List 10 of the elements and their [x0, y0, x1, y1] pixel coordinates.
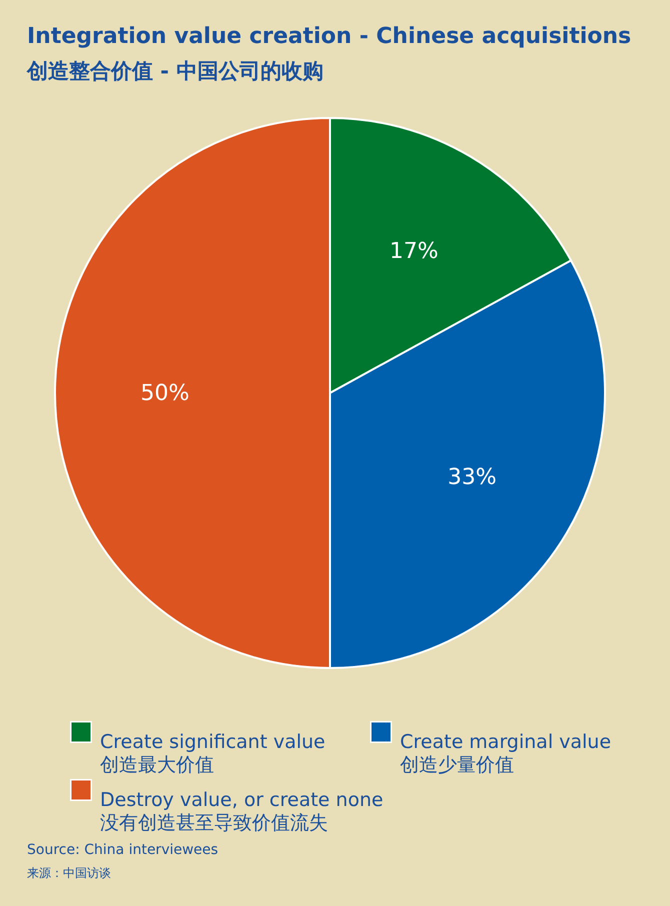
source-note: Source: China interviewees [27, 842, 218, 858]
legend-label: Create significant value 创造最大价值 [100, 731, 326, 776]
chart-title: Integration value creation - Chinese acquisitions [27, 24, 632, 49]
source-note: 来源：中国访谈 [27, 866, 111, 880]
data-label: 50% [140, 381, 190, 406]
legend-label: Destroy value, or create none 没有创造甚至导致价值流失 [100, 789, 384, 834]
legend-label: Create marginal value 创造少量价值 [400, 731, 612, 776]
data-label: 17% [390, 238, 438, 264]
chart-subtitle: 创造整合价值 - 中国公司的收购 [26, 59, 324, 83]
data-label: 33% [448, 464, 496, 490]
